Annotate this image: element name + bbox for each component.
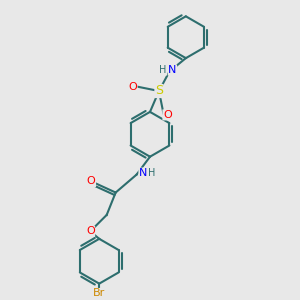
Text: Br: Br: [93, 289, 105, 298]
Text: O: O: [163, 110, 172, 120]
Text: O: O: [87, 176, 95, 187]
Text: S: S: [155, 85, 163, 98]
Text: O: O: [128, 82, 137, 92]
Text: N: N: [168, 65, 177, 75]
Text: H: H: [148, 168, 156, 178]
Text: O: O: [86, 226, 94, 236]
Text: N: N: [139, 168, 147, 178]
Text: H: H: [159, 65, 167, 75]
